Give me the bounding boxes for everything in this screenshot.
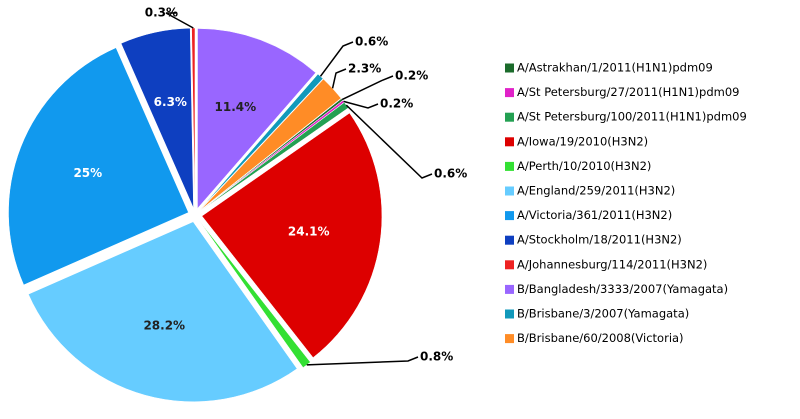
pie-slice — [201, 112, 383, 358]
legend-swatch — [505, 211, 514, 221]
data-label: 0.3% — [145, 6, 178, 20]
legend-swatch — [505, 334, 514, 344]
pie-slice — [199, 73, 324, 210]
data-label: 6.3% — [154, 95, 187, 109]
data-label: 0.6% — [355, 35, 388, 49]
pie-slice — [28, 221, 298, 402]
data-label: 24.1% — [288, 224, 330, 238]
leader-line — [343, 100, 379, 109]
pie-slice — [197, 28, 317, 210]
data-label: 0.6% — [434, 167, 467, 181]
pie-slice — [191, 27, 196, 209]
legend-swatch — [505, 88, 514, 98]
legend-swatch — [505, 309, 514, 319]
pie-slice — [120, 27, 194, 209]
leader-line — [319, 41, 354, 77]
leader-line — [306, 356, 419, 366]
leader-line — [331, 68, 347, 89]
legend-label: A/St Petersburg/27/2011(H1N1)pdm09 — [517, 85, 739, 99]
legend-label: A/Iowa/19/2010(H3N2) — [517, 134, 648, 148]
legend-swatch — [505, 112, 514, 122]
legend-label: B/Brisbane/60/2008(Victoria) — [517, 331, 684, 345]
legend-label: A/Johannesburg/114/2011(H3N2) — [517, 257, 707, 271]
pie-slice — [8, 47, 189, 286]
legend-swatch — [505, 63, 514, 73]
leader-line — [165, 12, 194, 29]
data-label: 0.8% — [420, 350, 453, 364]
legend-label: A/Astrakhan/1/2011(H1N1)pdm09 — [517, 61, 713, 75]
leader-line — [345, 104, 433, 179]
legend-swatch — [505, 235, 514, 245]
legend-label: A/Victoria/361/2011(H3N2) — [517, 208, 672, 222]
legend-swatch — [505, 186, 514, 196]
legend-label: A/Stockholm/18/2011(H3N2) — [517, 233, 682, 247]
legend-label: A/St Petersburg/100/2011(H1N1)pdm09 — [517, 110, 747, 124]
legend-label: A/England/259/2011(H3N2) — [517, 184, 675, 198]
data-label: 0.2% — [380, 97, 413, 111]
legend-label: B/Brisbane/3/2007(Yamagata) — [517, 307, 689, 321]
legend-label: B/Bangladesh/3333/2007(Yamagata) — [517, 282, 728, 296]
data-label: 25% — [73, 166, 102, 180]
leader-line — [341, 75, 394, 101]
legend-label: A/Perth/10/2010(H3N2) — [517, 159, 651, 173]
legend-swatch — [505, 161, 514, 171]
data-label: 11.4% — [215, 100, 257, 114]
data-label: 0.2% — [395, 69, 428, 83]
data-label: 28.2% — [143, 318, 185, 332]
data-label: 2.3% — [348, 62, 381, 76]
legend-swatch — [505, 284, 514, 294]
legend-swatch — [505, 137, 514, 147]
legend-swatch — [505, 260, 514, 270]
